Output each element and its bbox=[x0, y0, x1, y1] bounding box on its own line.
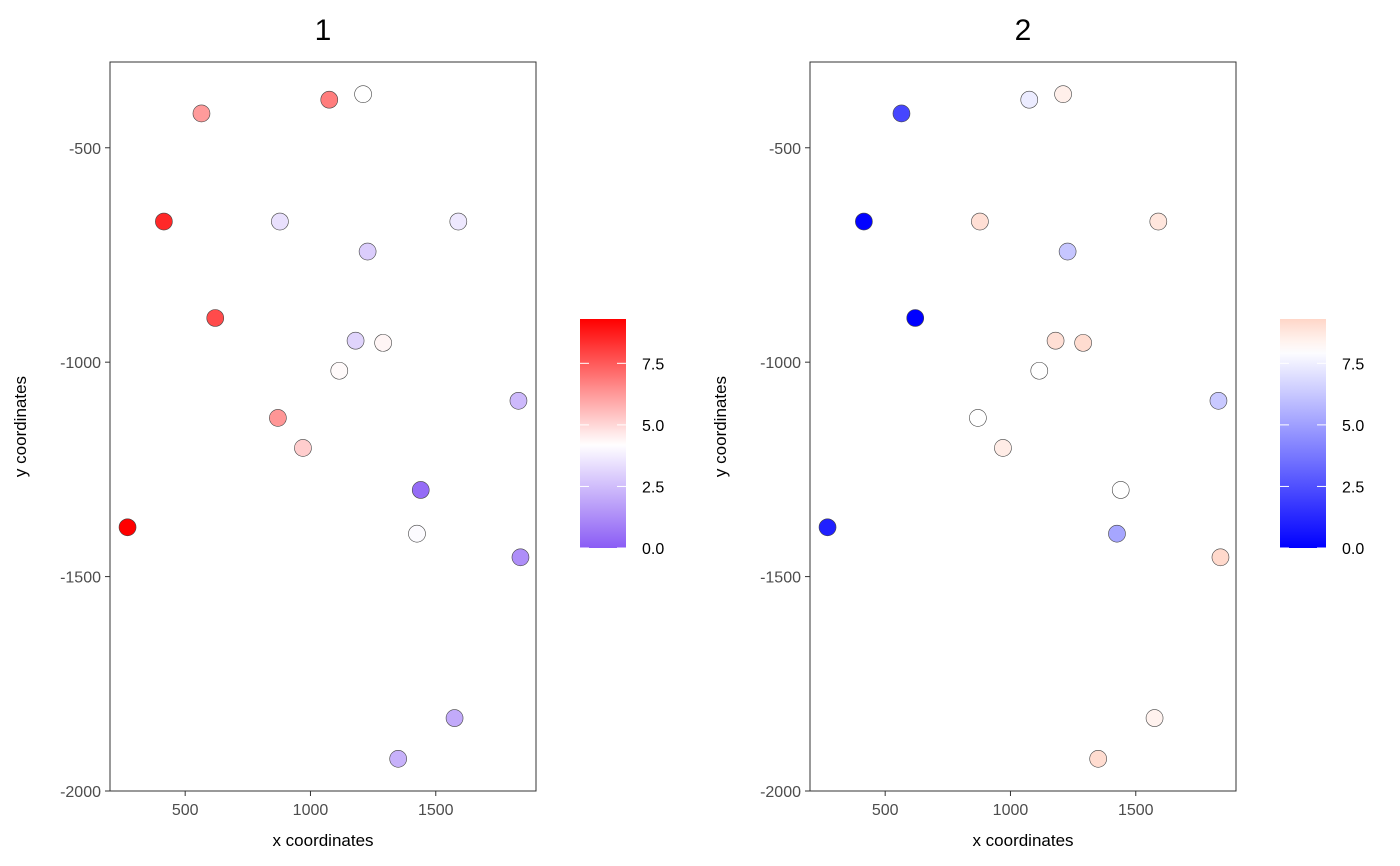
y-tick-label: -1500 bbox=[60, 570, 101, 587]
y-tick-label: -2000 bbox=[60, 784, 101, 801]
colorbar-tick-label: 5.0 bbox=[642, 418, 664, 435]
x-axis-label: x coordinates bbox=[272, 831, 373, 850]
data-point bbox=[892, 104, 911, 123]
data-point bbox=[155, 212, 173, 231]
colorbar bbox=[1280, 319, 1326, 548]
y-tick-label: -2000 bbox=[760, 784, 801, 801]
data-point bbox=[1209, 391, 1228, 410]
data-point bbox=[192, 104, 211, 123]
data-point bbox=[411, 481, 430, 499]
colorbar bbox=[580, 319, 626, 548]
data-point bbox=[118, 518, 137, 537]
panel-title: 2 bbox=[1015, 14, 1032, 47]
data-point bbox=[445, 709, 464, 727]
data-point bbox=[1089, 750, 1107, 768]
data-point bbox=[1020, 90, 1039, 109]
data-point bbox=[509, 391, 528, 410]
x-tick-label: 1000 bbox=[993, 802, 1029, 819]
x-tick-label: 1500 bbox=[418, 802, 454, 819]
data-point bbox=[1054, 85, 1072, 103]
data-point bbox=[374, 334, 392, 352]
data-point bbox=[206, 309, 225, 327]
y-axis-label: y coordinates bbox=[11, 376, 30, 477]
data-point bbox=[818, 518, 837, 537]
data-point bbox=[408, 524, 426, 543]
y-tick-label: -500 bbox=[769, 141, 801, 158]
y-tick-label: -500 bbox=[69, 141, 101, 158]
y-axis-label: y coordinates bbox=[711, 376, 730, 477]
data-point bbox=[271, 212, 289, 231]
data-point bbox=[330, 361, 349, 380]
data-point bbox=[855, 212, 873, 231]
panel-2: 2 500 1000 1500 -500 -1000 -1500 -2000 x coordin… bbox=[711, 14, 1364, 850]
colorbar-tick-label: 0.0 bbox=[1342, 541, 1364, 558]
data-point bbox=[320, 90, 339, 109]
y-tick-label: -1000 bbox=[60, 355, 101, 372]
x-tick-label: 1500 bbox=[1118, 802, 1154, 819]
colorbar-tick-label: 2.5 bbox=[642, 479, 664, 496]
data-point bbox=[389, 750, 407, 768]
panel-title: 1 bbox=[315, 14, 332, 47]
data-point bbox=[1046, 331, 1065, 350]
panel-border bbox=[109, 61, 537, 792]
data-point bbox=[971, 212, 989, 231]
colorbar-tick-label: 0.0 bbox=[642, 541, 664, 558]
data-point bbox=[994, 439, 1012, 457]
data-point bbox=[1149, 212, 1168, 231]
data-point bbox=[294, 439, 312, 457]
data-point bbox=[346, 331, 365, 350]
x-tick-label: 500 bbox=[172, 802, 199, 819]
data-point bbox=[1111, 481, 1130, 499]
x-tick-label: 500 bbox=[872, 802, 899, 819]
data-point bbox=[906, 309, 925, 327]
y-tick-label: -1500 bbox=[760, 570, 801, 587]
x-axis-label: x coordinates bbox=[972, 831, 1073, 850]
data-point bbox=[354, 85, 372, 103]
x-tick-label: 1000 bbox=[293, 802, 329, 819]
data-point bbox=[1074, 334, 1092, 352]
colorbar-tick-label: 7.5 bbox=[642, 356, 664, 373]
data-point bbox=[449, 212, 468, 231]
data-point bbox=[269, 409, 287, 427]
data-point bbox=[1030, 361, 1049, 380]
colorbar-tick-label: 7.5 bbox=[1342, 356, 1364, 373]
data-point bbox=[969, 409, 987, 427]
data-point bbox=[1058, 242, 1077, 261]
y-tick-label: -1000 bbox=[760, 355, 801, 372]
data-point bbox=[1211, 548, 1230, 567]
colorbar-tick-label: 2.5 bbox=[1342, 479, 1364, 496]
panel-border bbox=[809, 61, 1237, 792]
data-point bbox=[1145, 709, 1164, 727]
data-point bbox=[358, 242, 377, 261]
data-point bbox=[1108, 524, 1126, 543]
data-point bbox=[511, 548, 530, 567]
colorbar-tick-label: 5.0 bbox=[1342, 418, 1364, 435]
